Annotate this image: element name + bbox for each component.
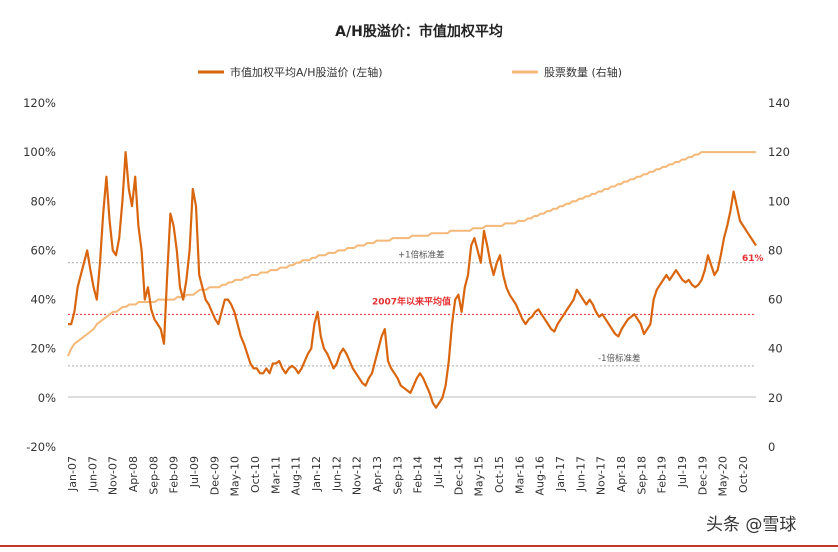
x-tick-label: Feb-19 [656, 456, 669, 493]
x-tick-label: Jan-07 [66, 456, 79, 492]
legend-label-premium: 市值加权平均A/H股溢价 (左轴) [230, 65, 383, 79]
x-tick-label: Aug-16 [534, 456, 547, 495]
x-tick-label: Nov-12 [351, 456, 364, 495]
x-tick-label: Jun-17 [574, 456, 587, 492]
y-left-tick-label: 80% [30, 194, 56, 208]
end-value-label: 61% [742, 254, 764, 264]
x-tick-label: Jul-19 [676, 456, 689, 488]
x-tick-label: Nov-17 [595, 456, 608, 495]
y-left-tick-label: 0% [38, 391, 56, 405]
x-tick-label: Sep-18 [635, 456, 648, 495]
x-tick-label: Nov-07 [107, 456, 120, 495]
y-left-tick-label: 40% [30, 293, 56, 307]
x-tick-label: Oct-20 [737, 456, 750, 493]
y-right-tick-label: 120 [768, 145, 790, 159]
x-tick-label: Jul-14 [432, 456, 445, 488]
reference-line-label: 2007年以来平均值 [372, 295, 451, 307]
x-tick-label: Sep-08 [147, 456, 160, 495]
y-axis-left: 120% 100% 80% 60% 40% 20% 0% -20% [23, 96, 56, 454]
reference-line-label: +1倍标准差 [398, 250, 445, 261]
y-right-tick-label: 20 [768, 391, 783, 405]
x-tick-label: Jul-09 [188, 456, 201, 488]
x-tick-label: Sep-13 [391, 456, 404, 495]
watermark: 头条 @雪球 [706, 515, 796, 535]
x-tick-label: Jan-17 [554, 456, 567, 492]
x-tick-label: May-15 [473, 456, 486, 497]
y-axis-right: 140 120 100 80 60 40 20 0 [768, 96, 790, 454]
x-tick-label: May-20 [717, 456, 730, 497]
series-line-ah-premium [68, 151, 757, 409]
y-right-tick-label: 100 [768, 194, 790, 208]
x-tick-label: Mar-16 [513, 456, 526, 494]
x-tick-label: Oct-15 [493, 456, 506, 493]
y-right-tick-label: 80 [768, 243, 783, 257]
y-right-tick-label: 60 [768, 293, 783, 307]
x-tick-label: Jan-12 [310, 456, 323, 492]
reference-line-label: -1倍标准差 [598, 353, 640, 364]
x-tick-label: Oct-10 [249, 456, 262, 493]
x-tick-label: May-10 [229, 456, 242, 497]
x-axis: Jan-07 Jun-07 Nov-07 Apr-08 Sep-08 Feb-09 Jul-… [66, 456, 750, 497]
y-right-tick-label: 0 [768, 440, 775, 454]
y-right-tick-label: 40 [768, 342, 783, 356]
y-left-tick-label: 20% [30, 342, 56, 356]
x-tick-label: Apr-18 [615, 456, 628, 492]
legend: 市值加权平均A/H股溢价 (左轴) 股票数量 (右轴) [198, 65, 622, 79]
y-left-tick-label: 60% [30, 243, 56, 257]
chart-title: A/H股溢价：市值加权平均 [335, 23, 503, 40]
x-tick-label: Jun-12 [330, 456, 343, 492]
reference-lines: +1倍标准差 2007年以来平均值 -1倍标准差 [68, 250, 756, 367]
x-tick-label: Feb-09 [168, 456, 181, 493]
x-tick-label: Dec-09 [208, 456, 221, 495]
x-tick-label: Dec-19 [696, 456, 709, 495]
x-tick-label: Aug-11 [290, 456, 303, 495]
x-tick-label: Feb-14 [412, 456, 425, 493]
x-tick-label: Jun-07 [86, 456, 99, 492]
x-tick-label: Dec-14 [452, 456, 465, 495]
y-left-tick-label: -20% [26, 440, 56, 454]
legend-label-count: 股票数量 (右轴) [544, 65, 622, 79]
x-tick-label: Apr-08 [127, 456, 140, 492]
y-left-tick-label: 120% [23, 96, 56, 110]
y-right-tick-label: 140 [768, 96, 790, 110]
y-left-tick-label: 100% [23, 145, 56, 159]
x-tick-label: Mar-11 [269, 456, 282, 494]
x-tick-label: Apr-13 [371, 456, 384, 492]
